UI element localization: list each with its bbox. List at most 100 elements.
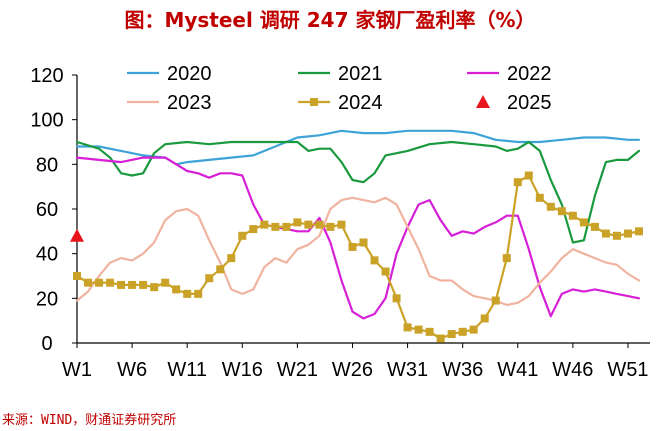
marker-square: [128, 280, 137, 289]
chart-title: 图：Mysteel 调研 247 家钢厂盈利率（%）: [124, 8, 536, 32]
marker-square: [310, 98, 318, 106]
marker-square: [216, 265, 225, 274]
y-tick-label: 100: [30, 110, 63, 132]
y-tick-label: 60: [36, 199, 58, 221]
marker-square: [139, 280, 148, 289]
marker-square: [458, 327, 467, 336]
marker-square: [381, 267, 390, 276]
legend-item-2025: 2025: [476, 92, 552, 114]
x-tick-label: W36: [442, 359, 483, 381]
legend-item-2023: 2023: [127, 92, 212, 114]
marker-square: [348, 242, 357, 251]
marker-square: [205, 274, 214, 283]
x-tick-label: W31: [387, 359, 428, 381]
marker-square: [315, 220, 324, 229]
marker-square: [502, 254, 511, 263]
series-group: [70, 129, 643, 343]
marker-square: [612, 231, 621, 240]
marker-square: [568, 211, 577, 220]
marker-square: [282, 222, 291, 231]
series-2022: [75, 156, 641, 320]
legend-item-2021: 2021: [298, 63, 383, 85]
series-line-2023: [75, 196, 641, 307]
x-tick-label: W16: [222, 359, 263, 381]
marker-square: [436, 334, 445, 343]
marker-square: [535, 193, 544, 202]
series-2023: [75, 196, 641, 307]
source-note: 来源：WIND，财通证券研究所: [2, 413, 177, 428]
series-2025: [70, 228, 84, 242]
legend-item-2022: 2022: [467, 63, 552, 85]
marker-square: [601, 229, 610, 238]
y-tick-label: 40: [36, 244, 58, 266]
marker-square: [623, 229, 632, 238]
marker-square: [469, 325, 478, 334]
x-tick-label: W51: [607, 359, 648, 381]
marker-square: [491, 296, 500, 305]
marker-square: [84, 278, 93, 287]
x-tick-label: W26: [332, 359, 373, 381]
legend-item-2024: 2024: [298, 92, 383, 114]
marker-square: [359, 238, 368, 247]
marker-square: [370, 256, 379, 265]
x-tick-label: W11: [167, 359, 207, 381]
marker-square: [293, 218, 302, 227]
legend-label: 2020: [167, 63, 212, 85]
marker-triangle: [70, 228, 84, 242]
series-line-2022: [75, 156, 641, 320]
marker-square: [337, 220, 346, 229]
marker-square: [590, 222, 599, 231]
y-tick-label: 0: [41, 333, 52, 355]
series-2021: [75, 140, 641, 244]
marker-square: [524, 171, 533, 180]
marker-square: [172, 285, 181, 294]
marker-square: [414, 325, 423, 334]
marker-square: [161, 278, 170, 287]
x-tick-label: W6: [117, 359, 147, 381]
marker-square: [194, 289, 203, 298]
marker-square: [95, 278, 104, 287]
x-tick-label: W41: [497, 359, 538, 381]
y-tick-label: 120: [30, 65, 63, 87]
marker-square: [546, 202, 555, 211]
marker-square: [579, 218, 588, 227]
marker-square: [447, 330, 456, 339]
marker-triangle: [476, 95, 490, 108]
series-2024: [73, 171, 643, 343]
marker-square: [260, 220, 269, 229]
marker-square: [73, 272, 81, 280]
marker-square: [634, 227, 643, 236]
legend-item-2020: 2020: [127, 63, 212, 85]
legend-label: 2023: [167, 92, 212, 114]
marker-square: [480, 314, 489, 323]
marker-square: [557, 207, 566, 216]
marker-square: [227, 254, 236, 263]
marker-square: [106, 278, 115, 287]
axes-group: 0 20 40 60 80 100 120 W1 W6 W11 W16 W21 W26 W31 W36 W41…: [30, 65, 650, 381]
series-line-2024: [75, 174, 641, 340]
x-tick-label: W46: [552, 359, 593, 381]
x-tick-label: W1: [62, 359, 92, 381]
legend-group: 2020 2021 2022 2023 2024 2025: [127, 63, 552, 114]
marker-square: [403, 323, 412, 332]
legend-label: 2025: [507, 92, 552, 114]
marker-square: [238, 231, 247, 240]
marker-square: [117, 280, 126, 289]
marker-square: [271, 222, 280, 231]
legend-label: 2021: [338, 63, 383, 85]
marker-square: [513, 178, 522, 187]
y-tick-label: 20: [36, 288, 58, 310]
marker-square: [392, 294, 401, 303]
marker-square: [304, 220, 313, 229]
marker-square: [326, 222, 335, 231]
marker-square: [183, 289, 192, 298]
series-line-2021: [75, 140, 641, 244]
marker-square: [150, 283, 159, 292]
legend-label: 2024: [338, 92, 383, 114]
legend-label: 2022: [507, 63, 552, 85]
y-tick-label: 80: [36, 154, 58, 176]
marker-square: [425, 327, 434, 336]
x-tick-label: W21: [277, 359, 318, 381]
marker-square: [249, 225, 258, 234]
